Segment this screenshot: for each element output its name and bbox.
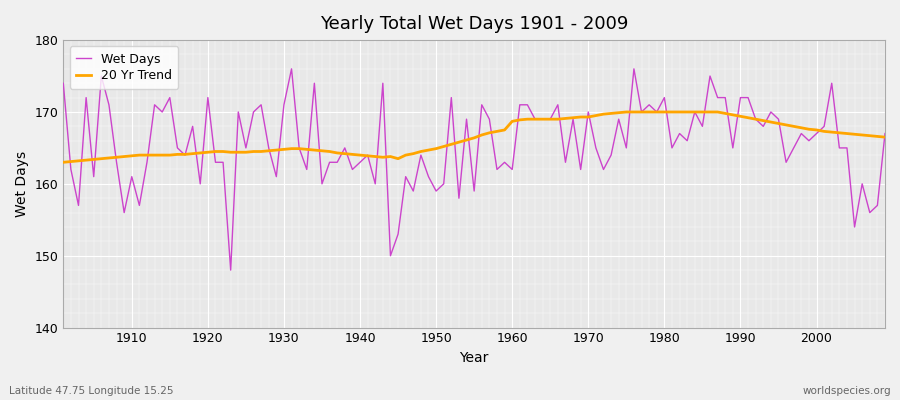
Wet Days — [286, 66, 297, 71]
Wet Days — [58, 81, 68, 86]
Wet Days — [522, 102, 533, 107]
Wet Days — [302, 167, 312, 172]
Wet Days — [613, 117, 624, 122]
20 Yr Trend — [598, 112, 609, 116]
20 Yr Trend — [621, 110, 632, 114]
Wet Days — [515, 102, 526, 107]
Title: Yearly Total Wet Days 1901 - 2009: Yearly Total Wet Days 1901 - 2009 — [320, 15, 628, 33]
20 Yr Trend — [500, 128, 510, 132]
20 Yr Trend — [58, 160, 68, 165]
Wet Days — [879, 131, 890, 136]
20 Yr Trend — [332, 150, 343, 155]
Line: 20 Yr Trend: 20 Yr Trend — [63, 112, 885, 162]
Legend: Wet Days, 20 Yr Trend: Wet Days, 20 Yr Trend — [69, 46, 178, 89]
Wet Days — [347, 167, 358, 172]
Text: Latitude 47.75 Longitude 15.25: Latitude 47.75 Longitude 15.25 — [9, 386, 174, 396]
20 Yr Trend — [507, 119, 517, 124]
20 Yr Trend — [286, 146, 297, 151]
20 Yr Trend — [879, 135, 890, 140]
Y-axis label: Wet Days: Wet Days — [15, 151, 29, 217]
X-axis label: Year: Year — [460, 351, 489, 365]
Wet Days — [225, 268, 236, 272]
Wet Days — [119, 210, 130, 215]
Text: worldspecies.org: worldspecies.org — [803, 386, 891, 396]
Line: Wet Days: Wet Days — [63, 69, 885, 270]
20 Yr Trend — [119, 154, 130, 159]
